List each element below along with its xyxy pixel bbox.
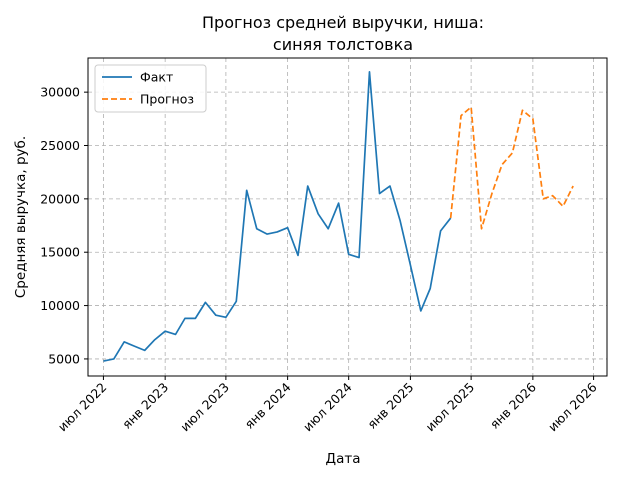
x-tick-label: янв 2025: [364, 380, 416, 432]
series-group: [103, 71, 574, 362]
series-line-forecast: [449, 106, 574, 230]
legend-label-fact: Факт: [140, 70, 173, 85]
series-line-fact: [103, 71, 452, 362]
y-tick-label: 10000: [40, 298, 80, 313]
plot-frame: [87, 57, 608, 377]
x-tick-label: янв 2023: [119, 380, 171, 432]
x-tick-label: июл 2024: [300, 379, 355, 434]
x-tick-label: июл 2022: [55, 380, 110, 435]
y-tick-label: 20000: [40, 191, 80, 206]
y-tick-label: 15000: [40, 245, 80, 260]
chart-title-line2: синяя толстовка: [273, 35, 413, 54]
chart-title-line1: Прогноз средней выручки, ниша:: [202, 13, 484, 32]
x-axis-label: Дата: [326, 451, 361, 467]
y-tick-label: 5000: [48, 351, 80, 366]
y-tick-label: 25000: [40, 138, 80, 153]
legend-label-forecast: Прогноз: [140, 92, 194, 107]
x-tick-label: июл 2025: [423, 380, 478, 435]
x-tick-label: янв 2024: [242, 379, 294, 431]
y-tick-label: 30000: [40, 85, 80, 100]
legend: Факт Прогноз: [94, 64, 207, 113]
x-tick-label: июл 2023: [177, 380, 232, 435]
x-tick-label: янв 2026: [487, 379, 539, 431]
x-tick-label: июл 2026: [545, 379, 600, 434]
y-axis-label: Средняя выручка, руб.: [13, 136, 29, 298]
